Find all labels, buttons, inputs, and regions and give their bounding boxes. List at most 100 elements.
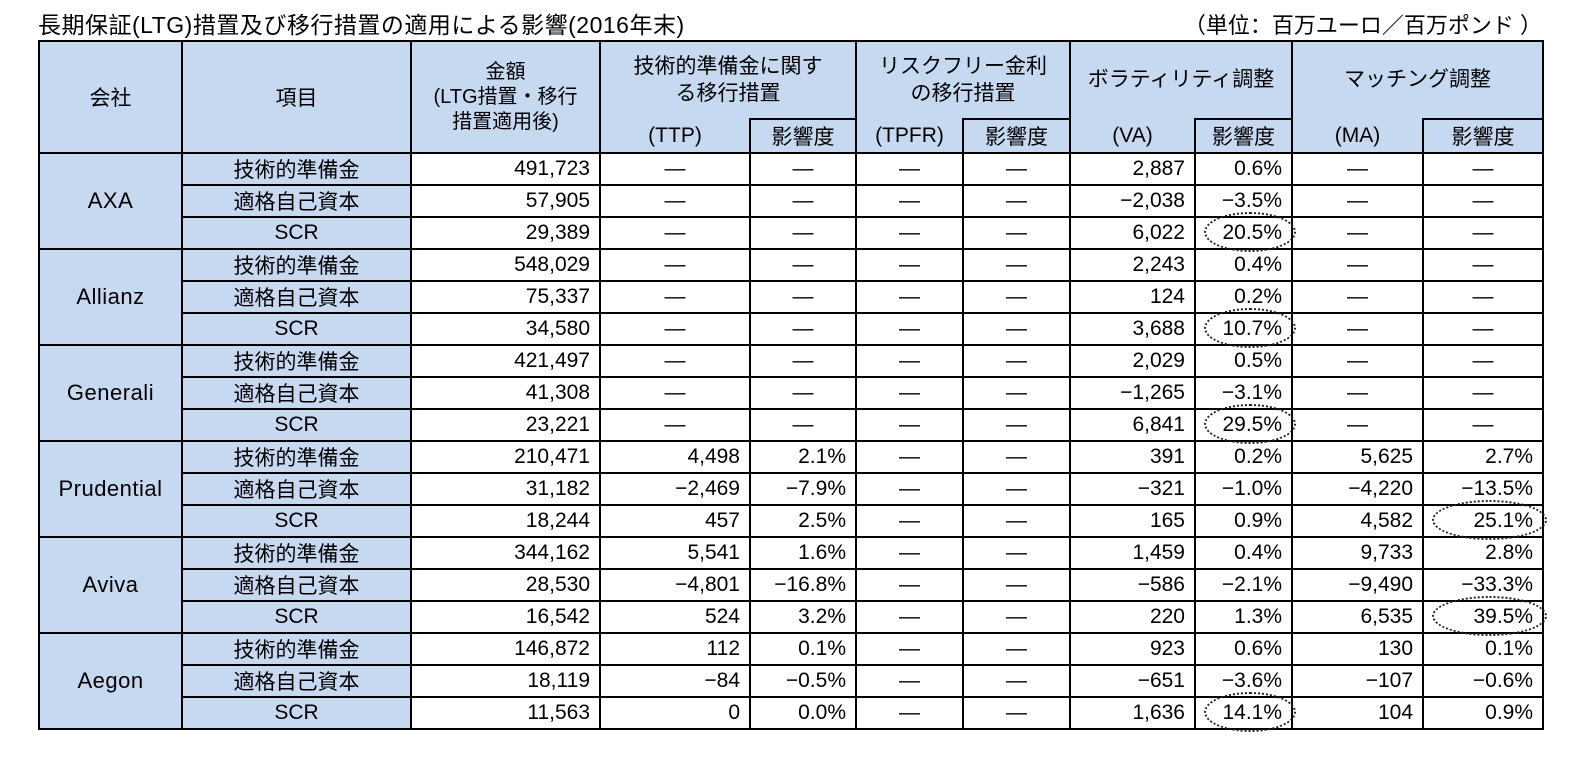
value-cell: 2.7% bbox=[1422, 440, 1545, 474]
value-cell: — bbox=[599, 248, 751, 282]
header-row-subs: (TTP) 影響度 (TPFR) 影響度 (VA) 影響度 (MA) 影響度 bbox=[39, 118, 1545, 154]
value-cell: — bbox=[855, 216, 964, 250]
ltg-impact-table: 会社 項目 金額 (LTG措置・移行 措置適用後) 技術的準備金に関す る移行措… bbox=[38, 40, 1549, 733]
value-cell: — bbox=[855, 440, 964, 474]
company-cell: Allianz bbox=[38, 248, 183, 346]
table-row: 適格自己資本 18,119 −84 −0.5% — — −651 −3.6% −107 −0.6% bbox=[39, 664, 1545, 698]
value-cell: 31,182 bbox=[410, 472, 601, 506]
value-cell: — bbox=[962, 696, 1071, 730]
value-cell: −2.1% bbox=[1193, 568, 1294, 602]
table-row: Aegon 技術的準備金 146,872 112 0.1% — —923 0.6% 130 0.1… bbox=[38, 632, 1545, 730]
value-cell: 210,471 bbox=[410, 440, 601, 474]
value-cell: 0.0% bbox=[749, 696, 857, 730]
value-cell: 25.1% bbox=[1422, 501, 1549, 541]
value-cell: 0.2% bbox=[1193, 280, 1294, 314]
value-cell: −84 bbox=[599, 664, 751, 698]
item-cell: SCR bbox=[181, 504, 412, 538]
value-cell: 112 bbox=[599, 632, 751, 666]
value-cell: — bbox=[962, 408, 1071, 442]
value-cell: 2,887 bbox=[1069, 152, 1196, 186]
item-cell: 技術的準備金 bbox=[181, 536, 412, 570]
value-cell: 1,636 bbox=[1069, 696, 1196, 730]
value-cell: 6,841 bbox=[1069, 408, 1196, 442]
item-cell: SCR bbox=[181, 696, 412, 730]
header-ttp-code: (TTP) bbox=[599, 119, 751, 154]
value-cell: 18,119 bbox=[410, 664, 601, 698]
value-cell: — bbox=[855, 184, 964, 218]
value-cell: 9,733 bbox=[1291, 536, 1425, 570]
value-cell: 28,530 bbox=[410, 568, 601, 602]
value-cell: 0.9% bbox=[1193, 504, 1294, 538]
value-cell: 104 bbox=[1291, 696, 1425, 730]
value-cell: 0.9% bbox=[1422, 696, 1545, 730]
value-cell: — bbox=[962, 504, 1071, 538]
value-cell: — bbox=[1291, 248, 1425, 282]
value-cell: — bbox=[749, 152, 857, 186]
value-cell: 923 bbox=[1069, 632, 1196, 666]
value-cell: 0.1% bbox=[749, 632, 857, 666]
value-cell: — bbox=[855, 152, 964, 186]
value-cell: 10.7% bbox=[1193, 309, 1298, 349]
value-cell: — bbox=[962, 184, 1071, 218]
value-cell: −1.0% bbox=[1193, 472, 1294, 506]
item-cell: SCR bbox=[181, 408, 412, 442]
value-cell: — bbox=[1291, 184, 1425, 218]
value-cell: — bbox=[1422, 152, 1545, 186]
value-cell: — bbox=[1291, 152, 1425, 186]
value-cell: −3.5% bbox=[1193, 184, 1294, 218]
header-group-ma: マッチング調整 bbox=[1291, 40, 1545, 119]
table-row: Prudential 技術的準備金 210,471 4,498 2.1% — —391 0.2… bbox=[38, 440, 1545, 538]
table-row: 適格自己資本 57,905— — — — −2,038 −3.5% — — bbox=[39, 184, 1545, 218]
table-row: 適格自己資本 41,308— — — — −1,265 −3.1% — — bbox=[39, 376, 1545, 410]
header-tpfr-code: (TPFR) bbox=[855, 119, 964, 154]
value-cell: — bbox=[855, 568, 964, 602]
value-cell: — bbox=[1291, 376, 1425, 410]
value-cell: −13.5% bbox=[1422, 472, 1545, 506]
page-title: 長期保証(LTG)措置及び移行措置の適用による影響(2016年末) bbox=[38, 12, 685, 38]
value-cell: 220 bbox=[1069, 600, 1196, 634]
item-cell: 適格自己資本 bbox=[181, 184, 412, 218]
value-cell: — bbox=[962, 312, 1071, 346]
value-cell: — bbox=[962, 472, 1071, 506]
value-cell: −9,490 bbox=[1291, 568, 1425, 602]
value-cell: −586 bbox=[1069, 568, 1196, 602]
table-row: Generali 技術的準備金 421,497— — — —2,029 0.5% — — bbox=[38, 344, 1545, 442]
item-cell: SCR bbox=[181, 216, 412, 250]
value-cell: — bbox=[962, 248, 1071, 282]
header-company: 会社 bbox=[38, 40, 183, 154]
value-cell: 491,723 bbox=[410, 152, 601, 186]
value-cell: 6,022 bbox=[1069, 216, 1196, 250]
value-cell: 57,905 bbox=[410, 184, 601, 218]
value-cell: −33.3% bbox=[1422, 568, 1545, 602]
value-cell: 2,243 bbox=[1069, 248, 1196, 282]
item-cell: SCR bbox=[181, 600, 412, 634]
table-row: SCR 23,221— — — —6,841 29.5% — — bbox=[39, 405, 1545, 445]
item-cell: 技術的準備金 bbox=[181, 344, 412, 378]
value-cell: 524 bbox=[599, 600, 751, 634]
value-cell: 39.5% bbox=[1422, 597, 1549, 637]
value-cell: 14.1% bbox=[1193, 693, 1298, 733]
value-cell: — bbox=[855, 376, 964, 410]
value-cell: 2.8% bbox=[1422, 536, 1545, 570]
value-cell: — bbox=[749, 248, 857, 282]
value-cell: 2,029 bbox=[1069, 344, 1196, 378]
value-cell: 3,688 bbox=[1069, 312, 1196, 346]
table-row: 適格自己資本 31,182 −2,469 −7.9% — — −321 −1.0% −4,220… bbox=[39, 472, 1545, 506]
value-cell: — bbox=[1422, 408, 1545, 442]
header-group-va: ボラティリティ調整 bbox=[1068, 40, 1294, 119]
value-cell: — bbox=[855, 536, 964, 570]
value-cell: — bbox=[749, 184, 857, 218]
item-cell: 技術的準備金 bbox=[181, 248, 412, 282]
value-cell: 0.5% bbox=[1193, 344, 1294, 378]
value-cell: — bbox=[599, 312, 751, 346]
header-ttp-impact: 影響度 bbox=[749, 118, 857, 154]
value-cell: — bbox=[855, 280, 964, 314]
item-cell: 適格自己資本 bbox=[181, 280, 412, 314]
item-cell: 技術的準備金 bbox=[181, 152, 412, 186]
value-cell: 18,244 bbox=[410, 504, 601, 538]
item-cell: 技術的準備金 bbox=[181, 632, 412, 666]
value-cell: 0.1% bbox=[1422, 632, 1545, 666]
value-cell: — bbox=[1422, 216, 1545, 250]
value-cell: — bbox=[855, 632, 964, 666]
value-cell: 29.5% bbox=[1193, 405, 1298, 445]
